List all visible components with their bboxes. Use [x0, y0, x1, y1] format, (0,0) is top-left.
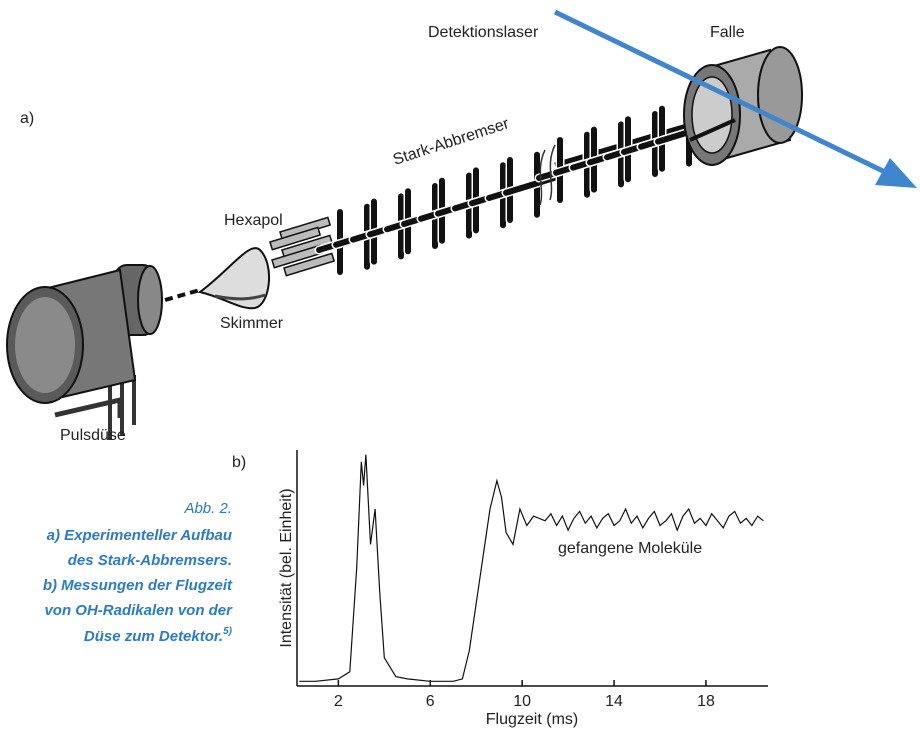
- panel-label: a): [20, 110, 34, 127]
- caption-line: von OH-Radikalen von der: [44, 602, 233, 619]
- x-tick-label: 14: [605, 693, 623, 710]
- x-tick-label: 2: [334, 693, 343, 710]
- x-tick-label: 18: [697, 693, 715, 710]
- decelerator: [314, 99, 715, 277]
- signal-line: [299, 454, 764, 682]
- label-decelerator: Stark-Abbremser: [391, 115, 512, 169]
- label-trap: Falle: [710, 24, 745, 41]
- label-valve: Pulsdüse: [60, 427, 126, 444]
- chart: Flugzeit (ms) Intensität (bel. Einheit) …: [278, 450, 768, 728]
- caption-label: Abb. 2.: [183, 500, 232, 517]
- beam: [164, 288, 201, 302]
- x-axis-label: Flugzeit (ms): [486, 711, 578, 728]
- skimmer: [197, 247, 271, 310]
- label-laser: Detektionslaser: [428, 24, 539, 41]
- trap: [683, 46, 803, 166]
- label-hexapole: Hexapol: [224, 212, 283, 229]
- pulse-valve: [6, 264, 163, 440]
- break-mark: [539, 144, 556, 206]
- x-tick-label: 6: [426, 693, 435, 710]
- caption-line: Düse zum Detektor.5): [84, 626, 233, 645]
- caption-text: Düse zum Detektor.: [84, 628, 223, 645]
- caption-reference: 5): [223, 626, 233, 637]
- label-skimmer: Skimmer: [220, 315, 284, 332]
- y-axis-label: Intensität (bel. Einheit): [278, 488, 295, 647]
- annotation: gefangene Moleküle: [558, 540, 702, 557]
- caption-line: b) Messungen der Flugzeit: [43, 577, 233, 594]
- panel-label: b): [232, 454, 246, 471]
- caption-line: des Stark-Abbremsers.: [68, 552, 232, 569]
- laser-beam: [553, 9, 917, 188]
- caption-line: a) Experimenteller Aufbau: [47, 527, 232, 544]
- x-tick-label: 10: [513, 693, 531, 710]
- hexapole: [269, 216, 336, 277]
